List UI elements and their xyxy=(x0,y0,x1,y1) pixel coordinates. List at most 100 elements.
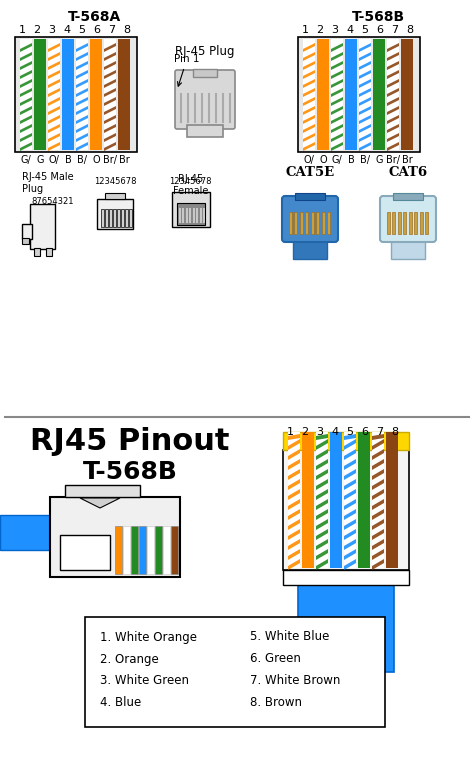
Text: RJ-45 Male
Plug: RJ-45 Male Plug xyxy=(22,172,73,194)
Text: 7: 7 xyxy=(109,25,116,35)
Polygon shape xyxy=(387,70,399,79)
Polygon shape xyxy=(387,133,399,142)
Polygon shape xyxy=(387,106,399,115)
Bar xyxy=(171,526,178,574)
Polygon shape xyxy=(359,88,371,97)
Polygon shape xyxy=(387,97,399,106)
Text: 6: 6 xyxy=(93,25,100,35)
Polygon shape xyxy=(288,489,300,500)
Bar xyxy=(344,432,356,568)
Bar xyxy=(34,248,40,256)
Polygon shape xyxy=(20,88,32,97)
Polygon shape xyxy=(48,115,60,124)
Bar xyxy=(20,39,32,150)
Polygon shape xyxy=(48,106,60,115)
Bar xyxy=(393,193,423,200)
Polygon shape xyxy=(387,43,399,52)
Text: 2: 2 xyxy=(301,427,309,437)
Polygon shape xyxy=(331,79,343,88)
Text: 8: 8 xyxy=(392,427,399,437)
Polygon shape xyxy=(331,70,343,79)
Polygon shape xyxy=(48,70,60,79)
Text: O/: O/ xyxy=(48,155,59,165)
Polygon shape xyxy=(372,469,384,480)
Polygon shape xyxy=(303,43,315,52)
Text: T-568A: T-568A xyxy=(68,10,122,24)
Polygon shape xyxy=(359,133,371,142)
Bar xyxy=(426,212,428,234)
Bar xyxy=(193,208,195,223)
Text: 2: 2 xyxy=(34,25,41,35)
Polygon shape xyxy=(288,559,300,570)
Text: 5: 5 xyxy=(362,25,368,35)
Polygon shape xyxy=(76,124,88,133)
Polygon shape xyxy=(331,133,343,142)
Polygon shape xyxy=(48,52,60,61)
Polygon shape xyxy=(359,70,371,79)
Polygon shape xyxy=(316,434,328,440)
Polygon shape xyxy=(387,124,399,133)
Text: Br: Br xyxy=(118,155,129,165)
Text: 1: 1 xyxy=(18,25,26,35)
Polygon shape xyxy=(288,539,300,550)
Bar xyxy=(306,212,309,234)
Bar xyxy=(139,526,146,574)
Polygon shape xyxy=(48,124,60,133)
Bar xyxy=(121,209,124,227)
Bar xyxy=(398,212,401,234)
Text: 4: 4 xyxy=(346,25,354,35)
Bar xyxy=(30,204,55,249)
Bar xyxy=(177,203,205,225)
Polygon shape xyxy=(387,79,399,88)
Text: CAT5E: CAT5E xyxy=(285,165,335,178)
Polygon shape xyxy=(104,79,116,88)
Text: O: O xyxy=(319,155,327,165)
Polygon shape xyxy=(372,489,384,500)
Polygon shape xyxy=(288,529,300,540)
Polygon shape xyxy=(372,449,384,460)
Polygon shape xyxy=(344,529,356,540)
Polygon shape xyxy=(104,70,116,79)
Bar xyxy=(190,208,191,223)
Polygon shape xyxy=(20,124,32,133)
Polygon shape xyxy=(331,97,343,106)
Text: 3: 3 xyxy=(48,25,55,35)
Text: Pin 1: Pin 1 xyxy=(174,54,200,86)
Polygon shape xyxy=(104,133,116,142)
Bar xyxy=(109,209,112,227)
Bar xyxy=(62,39,74,150)
Polygon shape xyxy=(331,106,343,115)
Bar xyxy=(298,37,420,152)
Polygon shape xyxy=(344,549,356,560)
Polygon shape xyxy=(316,479,328,490)
Polygon shape xyxy=(359,79,371,88)
Polygon shape xyxy=(359,97,371,106)
Polygon shape xyxy=(372,549,384,560)
Bar xyxy=(125,209,128,227)
Polygon shape xyxy=(372,539,384,550)
Text: 7. White Brown: 7. White Brown xyxy=(250,675,340,688)
Text: 4: 4 xyxy=(64,25,71,35)
Text: 1: 1 xyxy=(286,427,293,437)
Polygon shape xyxy=(288,434,300,440)
Text: 5. White Blue: 5. White Blue xyxy=(250,631,329,644)
Polygon shape xyxy=(359,61,371,70)
Bar xyxy=(48,39,60,150)
Text: G/: G/ xyxy=(21,155,31,165)
Polygon shape xyxy=(303,115,315,124)
Text: 12345678: 12345678 xyxy=(169,178,211,187)
Bar xyxy=(330,432,342,568)
Polygon shape xyxy=(344,434,356,440)
Polygon shape xyxy=(359,115,371,124)
Bar xyxy=(316,432,328,568)
Polygon shape xyxy=(387,88,399,97)
Bar xyxy=(203,208,206,223)
Bar xyxy=(293,237,327,259)
Polygon shape xyxy=(331,142,343,151)
Polygon shape xyxy=(48,133,60,142)
Bar xyxy=(97,199,133,229)
Bar xyxy=(294,212,298,234)
Polygon shape xyxy=(303,142,315,151)
Bar xyxy=(391,237,425,259)
Polygon shape xyxy=(387,142,399,151)
